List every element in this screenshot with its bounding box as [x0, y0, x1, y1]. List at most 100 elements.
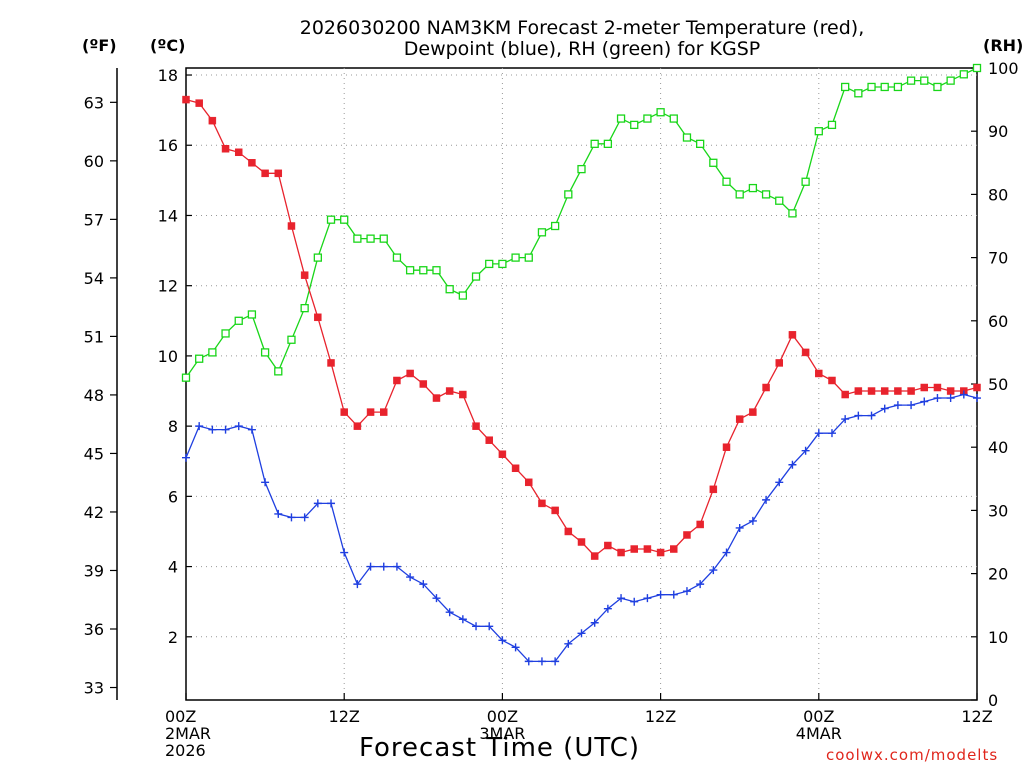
site-credit: coolwx.com/modelts: [826, 746, 999, 764]
dewpoint-point: [827, 429, 836, 438]
dewpoint-point: [221, 425, 230, 434]
dewpoint-point: [485, 622, 494, 631]
dewpoint-point: [788, 460, 797, 469]
dewpoint-point: [696, 580, 705, 589]
temperature-point: [973, 383, 981, 392]
temperature-point: [828, 376, 836, 385]
fahrenheit-tick-label: 39: [84, 561, 104, 580]
temperature-point: [538, 499, 546, 508]
dewpoint-point: [472, 622, 481, 631]
dewpoint-point: [340, 548, 349, 557]
temperature-point: [946, 387, 955, 395]
rh-point: [247, 310, 257, 319]
rh-point: [471, 272, 481, 281]
rh-point: [827, 120, 837, 130]
rh-axis-unit: (RH): [983, 36, 1024, 55]
rh-point: [788, 209, 797, 218]
dewpoint-point: [630, 597, 639, 606]
dewpoint-point: [801, 446, 810, 455]
temperature-point: [182, 95, 190, 104]
dewpoint-point: [590, 618, 599, 627]
rh-point: [366, 234, 375, 243]
dewpoint-point: [643, 594, 652, 603]
dewpoint-point: [392, 562, 401, 571]
rh-point: [300, 304, 309, 313]
dewpoint-line: [185, 393, 978, 663]
celsius-tick-label: 14: [158, 206, 178, 225]
dewpoint-point: [379, 562, 388, 571]
dewpoint-point: [287, 513, 296, 522]
celsius-tick-label: 18: [158, 66, 178, 85]
rh-point: [880, 82, 889, 92]
dewpoint-point: [247, 425, 256, 434]
rh-point: [353, 234, 362, 243]
rh-point: [432, 266, 441, 275]
rh-point: [195, 354, 204, 363]
temperature-point: [419, 380, 428, 388]
dewpoint-point: [564, 639, 573, 648]
rh-point: [234, 316, 243, 325]
rh-tick-label: 100: [988, 59, 1019, 78]
rh-point: [340, 215, 349, 224]
x-tick-label: 00Z: [487, 707, 518, 726]
temperature-point: [577, 538, 586, 546]
temperature-point: [854, 387, 863, 395]
dewpoint-point: [762, 495, 771, 504]
x-tick-label: 2026: [165, 741, 206, 760]
dewpoint-point: [313, 499, 322, 508]
x-tick-label: 12Z: [329, 707, 360, 726]
temperature-point: [880, 387, 889, 395]
rh-point: [287, 335, 296, 344]
rh-point: [221, 329, 230, 338]
dewpoint-point: [445, 608, 454, 617]
rh-tick-label: 90: [988, 122, 1008, 141]
temperature-point: [920, 383, 929, 392]
rh-point: [313, 253, 322, 262]
dewpoint-point: [867, 411, 876, 420]
rh-point: [260, 348, 270, 357]
chart-title-line-2: Dewpoint (blue), RH (green) for KGSP: [403, 38, 761, 60]
temperature-point: [511, 464, 520, 473]
rh-point: [616, 114, 626, 123]
rh-point: [498, 259, 507, 269]
rh-point: [405, 266, 415, 275]
rh-point: [274, 367, 283, 376]
rh-point: [379, 234, 388, 243]
fahrenheit-tick-label: 60: [84, 152, 104, 171]
fahrenheit-tick-label: 51: [84, 327, 104, 346]
rh-point: [972, 63, 982, 73]
rh-point: [630, 120, 639, 130]
dewpoint-point: [946, 394, 955, 403]
temperature-point: [815, 369, 823, 378]
temperature-point: [683, 531, 691, 539]
temperature-point: [630, 545, 638, 553]
fahrenheit-axis-unit: (ºF): [82, 36, 117, 55]
temperature-point: [722, 443, 731, 451]
rh-point: [709, 158, 718, 167]
rh-point: [893, 82, 903, 92]
rh-tick-label: 40: [988, 438, 1008, 457]
temperature-point: [472, 422, 480, 430]
rh-point: [906, 76, 916, 85]
dewpoint-point: [722, 548, 731, 557]
celsius-tick-label: 10: [158, 347, 178, 366]
rh-point: [445, 285, 454, 294]
temperature-point: [327, 359, 335, 367]
temperature-point: [749, 408, 757, 416]
fahrenheit-tick-label: 54: [84, 269, 104, 288]
dewpoint-point: [261, 478, 270, 487]
rh-point: [590, 139, 599, 148]
rh-point: [326, 215, 336, 224]
temperature-point: [604, 541, 612, 550]
temperature-point: [735, 415, 744, 423]
temperature-point: [551, 506, 559, 515]
temperature-point: [366, 408, 375, 416]
temperature-point: [907, 387, 915, 395]
rh-point: [946, 76, 955, 85]
rh-point: [537, 228, 547, 237]
x-tick-label: 4MAR: [796, 724, 842, 743]
temperature-point: [933, 383, 942, 392]
dewpoint-point: [880, 404, 889, 413]
rh-tick-label: 0: [988, 691, 998, 710]
